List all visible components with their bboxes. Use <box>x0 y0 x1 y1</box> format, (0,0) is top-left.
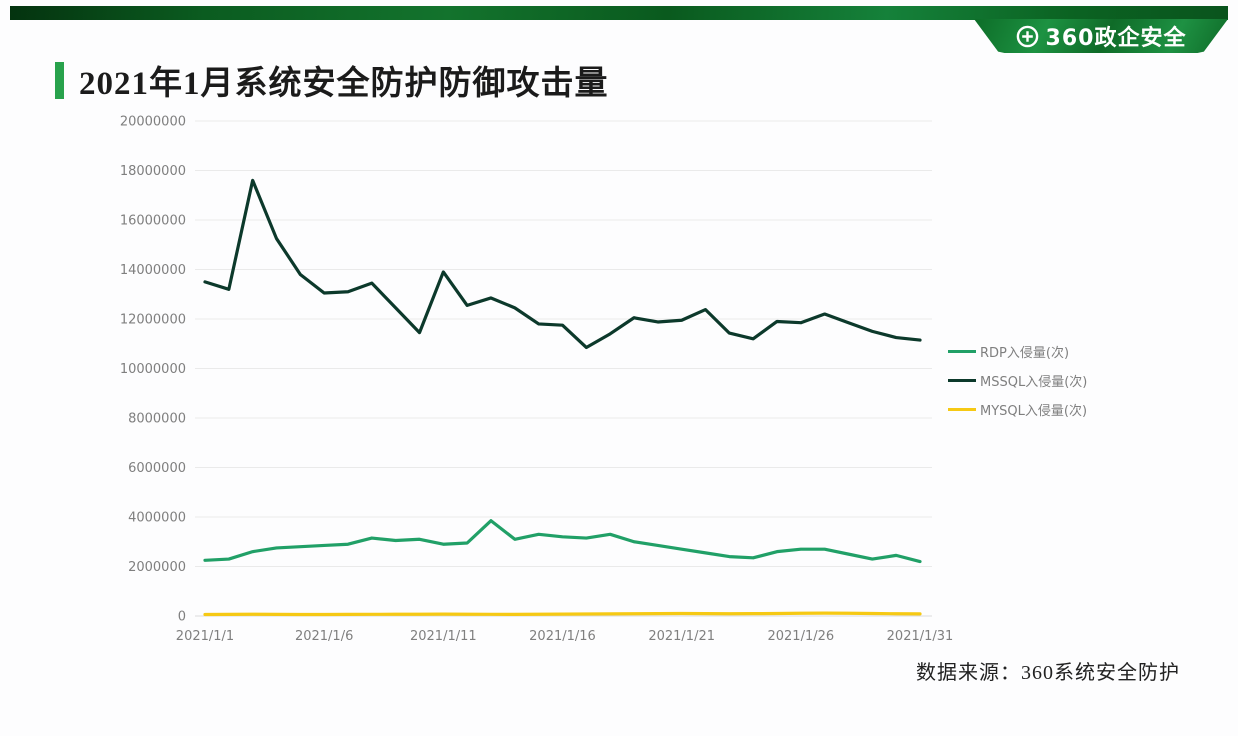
circled-plus-shield-icon <box>1016 25 1039 48</box>
y-axis-tick-label: 14000000 <box>120 263 186 278</box>
legend-item: RDP入侵量(次) <box>948 342 1087 361</box>
y-axis-tick-label: 8000000 <box>128 412 186 427</box>
x-axis-tick-label: 2021/1/21 <box>648 629 715 644</box>
data-source-label: 数据来源： <box>916 662 1021 684</box>
series-line-MSSQL入侵量(次) <box>203 178 922 350</box>
title-accent-bar <box>55 61 64 99</box>
series-line-MYSQL入侵量(次) <box>203 611 922 617</box>
chart-plot-area: 0 2000000 4000000 6000000 8000000 10000000 120… <box>120 115 954 645</box>
title-block: 2021年1月系统安全防护防御攻击量 <box>55 56 609 104</box>
page-title: 2021年1月系统安全防护防御攻击量 <box>79 66 609 102</box>
legend-swatch <box>948 408 976 411</box>
legend-swatch <box>948 350 976 353</box>
legend-item: MYSQL入侵量(次) <box>948 400 1087 419</box>
y-axis-tick-label: 18000000 <box>120 164 186 179</box>
top-banner-strip <box>10 6 1228 20</box>
brand-logo-text: 360政企安全 <box>1045 26 1187 51</box>
x-axis-tick-label: 2021/1/1 <box>176 629 234 644</box>
y-axis-tick-label: 2000000 <box>128 560 186 575</box>
x-axis-tick-label: 2021/1/26 <box>767 629 834 644</box>
x-axis-tick-label: 2021/1/11 <box>410 629 477 644</box>
legend-item: MSSQL入侵量(次) <box>948 371 1087 390</box>
y-axis-tick-label: 4000000 <box>128 511 186 526</box>
y-axis-tick-label: 16000000 <box>120 214 186 229</box>
y-axis-tick-label: 6000000 <box>128 461 186 476</box>
x-axis-tick-label: 2021/1/16 <box>529 629 596 644</box>
x-axis-tick-label: 2021/1/31 <box>887 629 954 644</box>
y-axis-tick-label: 20000000 <box>120 115 186 130</box>
attack-volume-line-chart: 0 2000000 4000000 6000000 8000000 10000000 120… <box>100 110 980 655</box>
legend-label: MYSQL入侵量(次) <box>980 404 1088 419</box>
legend-label: RDP入侵量(次) <box>980 346 1070 361</box>
legend-swatch <box>948 379 976 382</box>
y-axis-tick-label: 12000000 <box>120 313 186 328</box>
x-axis-tick-label: 2021/1/6 <box>295 629 353 644</box>
data-source-value: 360系统安全防护 <box>1021 662 1180 684</box>
y-axis-tick-label: 0 <box>178 610 186 625</box>
legend-label: MSSQL入侵量(次) <box>980 375 1088 390</box>
chart-legend: RDP入侵量(次) MSSQL入侵量(次) MYSQL入侵量(次) <box>948 342 1087 419</box>
series-line-RDP入侵量(次) <box>203 519 922 564</box>
brand-banner: 360政企安全 <box>974 19 1228 53</box>
data-source-note: 数据来源：360系统安全防护 <box>916 656 1180 685</box>
y-axis-tick-label: 10000000 <box>120 362 186 377</box>
